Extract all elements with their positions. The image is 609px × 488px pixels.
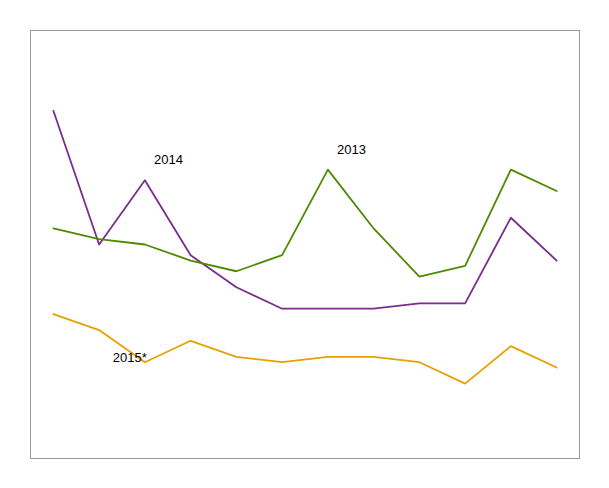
svg-text:2015*: 2015* [113,350,147,365]
svg-text:2014: 2014 [154,152,183,167]
svg-text:2013: 2013 [337,142,366,157]
